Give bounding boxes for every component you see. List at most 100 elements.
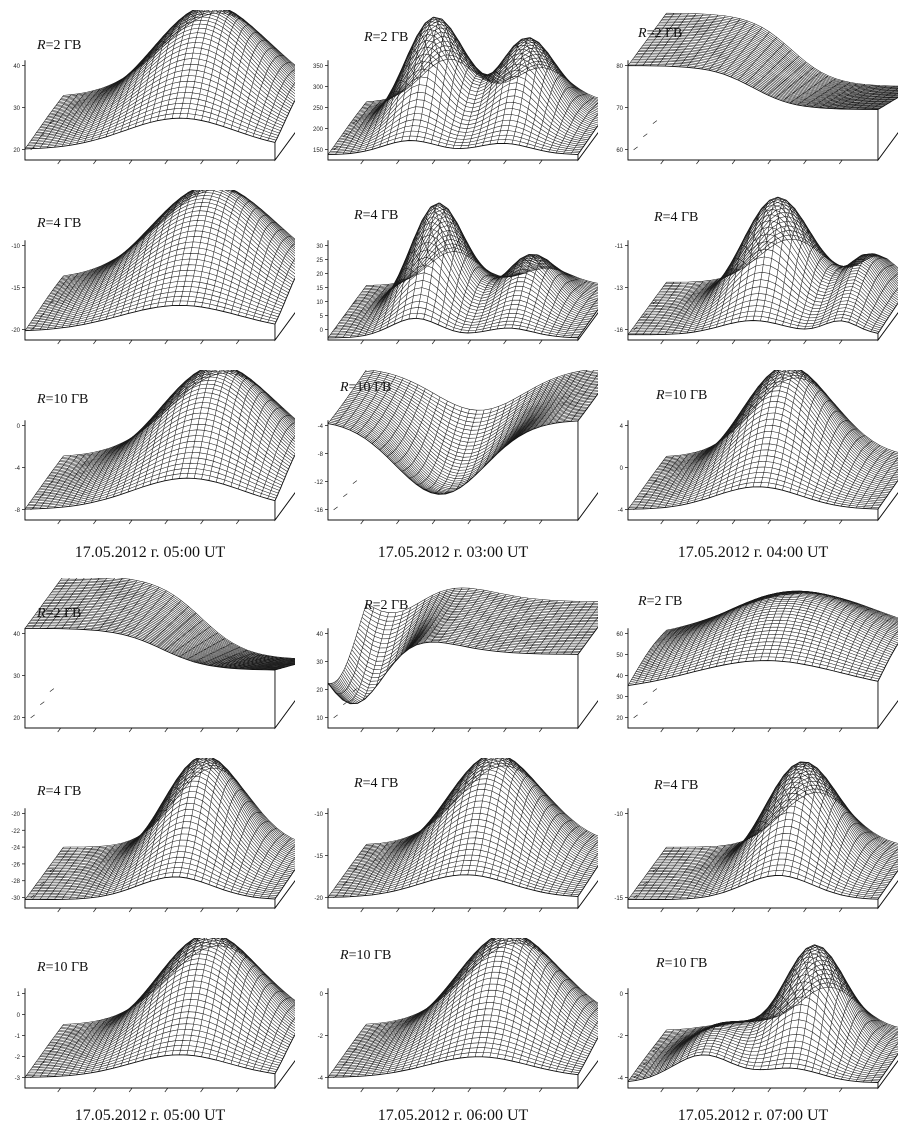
rigidity-label: R=4 ГВ bbox=[654, 778, 698, 794]
mesh-line bbox=[679, 442, 719, 506]
side-wall bbox=[274, 276, 295, 342]
z-tick-label: 60 bbox=[616, 148, 623, 154]
z-tick-label: 40 bbox=[13, 632, 20, 638]
mesh-line bbox=[635, 846, 675, 900]
x-tick bbox=[467, 907, 472, 913]
side-wall bbox=[877, 642, 898, 730]
mesh-line bbox=[245, 229, 285, 318]
y-tick bbox=[49, 120, 55, 124]
mesh-line bbox=[201, 370, 241, 480]
mesh-line bbox=[693, 609, 733, 672]
mesh-line bbox=[570, 616, 598, 655]
surface-panel: 60 70 80 R=2 ГВ bbox=[608, 10, 898, 190]
mesh-line bbox=[361, 758, 598, 851]
mesh-line bbox=[661, 370, 898, 463]
mesh-line bbox=[664, 449, 704, 508]
mesh-line bbox=[430, 409, 470, 494]
x-tick bbox=[57, 907, 61, 913]
mesh-line bbox=[738, 37, 778, 81]
mesh-line bbox=[760, 370, 800, 487]
mesh-line bbox=[327, 603, 367, 684]
surface-mesh bbox=[24, 938, 295, 1078]
mesh-line bbox=[511, 41, 551, 144]
mesh-line bbox=[826, 997, 866, 1076]
surface-plot: -4 0 4 bbox=[618, 370, 898, 525]
x-tick bbox=[767, 519, 772, 525]
mesh-line bbox=[105, 582, 145, 632]
y-tick bbox=[652, 480, 658, 484]
y-tick bbox=[643, 133, 648, 138]
mesh-line bbox=[76, 82, 116, 145]
mesh-line bbox=[335, 370, 375, 426]
x-tick bbox=[660, 519, 664, 525]
surface-panel: 10 20 30 40 R=2 ГВ bbox=[308, 578, 598, 758]
surface-mesh bbox=[24, 370, 295, 510]
side-wall bbox=[577, 626, 598, 730]
mesh-line bbox=[46, 846, 86, 900]
mesh-line bbox=[408, 400, 448, 479]
x-tick bbox=[236, 1087, 240, 1093]
front-wall bbox=[627, 875, 879, 909]
mesh-line bbox=[767, 765, 807, 877]
rigidity-label: R=10 ГВ bbox=[340, 948, 391, 964]
mesh-line bbox=[47, 767, 295, 869]
rigidity-symbol: R bbox=[654, 778, 663, 793]
mesh-line bbox=[745, 592, 785, 662]
mesh-line bbox=[642, 626, 682, 684]
mesh-line bbox=[848, 257, 888, 323]
mesh-line bbox=[782, 380, 822, 491]
y-tick bbox=[40, 133, 45, 138]
mesh-line bbox=[342, 1022, 382, 1078]
mesh-line bbox=[649, 1028, 689, 1078]
mesh-line bbox=[127, 590, 167, 636]
mesh-line bbox=[52, 370, 295, 472]
mesh-line bbox=[408, 589, 448, 650]
y-tick bbox=[652, 868, 658, 872]
mesh-line bbox=[642, 846, 682, 900]
z-tick-label: -26 bbox=[11, 862, 20, 868]
z-tick-label: -2 bbox=[618, 1034, 624, 1040]
surface-plot: -16 -12 -8 -4 bbox=[314, 370, 598, 525]
z-tick-label: 0 bbox=[620, 992, 624, 998]
mesh-line bbox=[570, 1020, 598, 1074]
mesh-line bbox=[267, 1017, 295, 1073]
mesh-line bbox=[90, 840, 130, 898]
surface-mesh bbox=[627, 196, 898, 335]
mesh-line bbox=[24, 1024, 64, 1078]
rigidity-value: =10 ГВ bbox=[45, 392, 89, 407]
z-tick-label: 50 bbox=[616, 653, 623, 659]
mesh-line bbox=[657, 452, 697, 509]
mesh-line bbox=[655, 370, 898, 472]
mesh-line bbox=[342, 371, 382, 428]
mesh-line bbox=[61, 846, 101, 900]
front-wall bbox=[327, 420, 579, 521]
mesh-line bbox=[686, 1023, 726, 1059]
mesh-line bbox=[639, 431, 890, 494]
mesh-line bbox=[112, 230, 152, 318]
mesh-line bbox=[335, 1023, 375, 1078]
x-tick bbox=[767, 727, 772, 733]
mesh-line bbox=[401, 999, 441, 1072]
mesh-line bbox=[112, 422, 152, 498]
mesh-line bbox=[423, 207, 463, 320]
mesh-line bbox=[54, 370, 295, 469]
mesh-line bbox=[335, 101, 375, 155]
surface-panel: -15 -10 R=4 ГВ bbox=[608, 758, 898, 938]
mesh-line bbox=[657, 846, 697, 900]
mesh-line bbox=[796, 400, 836, 495]
mesh-line bbox=[40, 230, 292, 308]
mesh-line bbox=[738, 594, 777, 663]
x-tick bbox=[803, 339, 807, 345]
side-wall bbox=[577, 308, 598, 342]
mesh-line bbox=[54, 846, 94, 900]
mesh-line bbox=[526, 62, 566, 147]
mesh-line bbox=[112, 584, 152, 633]
rigidity-symbol: R bbox=[37, 606, 46, 621]
mesh-line bbox=[818, 428, 858, 502]
mesh-line bbox=[782, 762, 822, 876]
z-tick-label: 20 bbox=[316, 688, 323, 694]
mesh-line bbox=[855, 1026, 895, 1082]
mesh-line bbox=[489, 938, 529, 1058]
mesh-line bbox=[142, 787, 182, 884]
mesh-line bbox=[752, 784, 792, 881]
